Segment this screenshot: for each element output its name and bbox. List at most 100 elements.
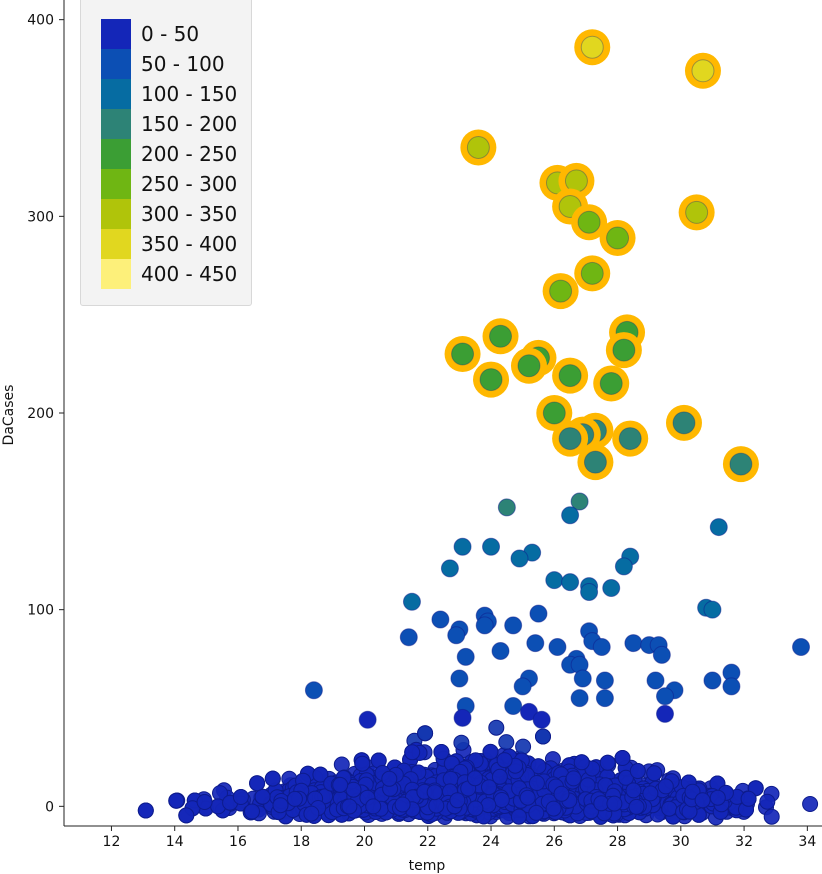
- data-point: [272, 797, 289, 814]
- y-axis-title: DaCases: [1, 385, 17, 446]
- x-tick-label: 30: [672, 834, 690, 850]
- data-point: [354, 755, 371, 772]
- data-point: [532, 710, 551, 729]
- y-axis-ticks: 0 100 200 300 400: [27, 13, 64, 815]
- data-point: [625, 782, 642, 799]
- data-point: [433, 744, 450, 760]
- data-point: [549, 279, 573, 303]
- data-point: [759, 793, 776, 810]
- dense-points-cluster: [137, 719, 819, 826]
- data-point: [510, 808, 527, 825]
- y-tick-label: 400: [27, 13, 54, 29]
- data-point: [526, 634, 545, 653]
- legend-item: 100 - 150: [101, 79, 237, 109]
- x-tick-label: 26: [545, 834, 563, 850]
- data-point: [426, 784, 443, 801]
- data-point: [624, 634, 643, 653]
- data-point: [510, 549, 529, 568]
- y-tick-label: 100: [27, 603, 54, 619]
- data-point: [491, 768, 508, 785]
- legend-label: 400 - 450: [141, 262, 238, 286]
- data-point: [528, 804, 545, 821]
- legend-label: 300 - 350: [141, 202, 238, 226]
- data-point: [685, 200, 709, 224]
- data-point: [244, 803, 260, 820]
- data-point: [517, 354, 541, 378]
- data-point: [332, 776, 349, 793]
- data-point: [656, 704, 675, 723]
- data-point: [428, 797, 445, 814]
- data-point: [646, 765, 663, 782]
- data-point: [466, 136, 490, 159]
- data-point: [570, 689, 589, 708]
- data-point: [614, 750, 631, 766]
- data-point: [232, 789, 249, 805]
- data-point: [530, 758, 547, 775]
- x-axis-title: temp: [409, 858, 446, 874]
- data-point: [467, 800, 484, 817]
- data-point: [467, 770, 483, 787]
- x-tick-label: 14: [166, 834, 184, 850]
- data-point: [661, 800, 678, 817]
- data-point: [657, 778, 674, 795]
- data-point: [618, 427, 642, 451]
- legend-label: 150 - 200: [141, 112, 238, 136]
- scatter-points: [304, 29, 811, 729]
- data-point: [580, 261, 604, 285]
- data-point: [606, 226, 630, 250]
- data-point: [545, 571, 564, 590]
- data-point: [304, 681, 323, 700]
- legend-swatch: [101, 259, 131, 289]
- data-point: [475, 616, 494, 635]
- legend-label: 200 - 250: [141, 142, 238, 166]
- data-point: [529, 604, 548, 623]
- x-tick-label: 12: [103, 834, 121, 850]
- legend-swatch: [101, 139, 131, 169]
- data-point: [722, 677, 741, 696]
- data-point: [137, 802, 154, 819]
- data-point: [399, 628, 418, 647]
- data-point: [703, 600, 722, 619]
- data-point: [542, 401, 566, 425]
- legend-swatch: [101, 169, 131, 199]
- data-point: [264, 770, 281, 787]
- legend: 0 - 50 50 - 100 100 - 150 150 - 200 200 - 25…: [80, 0, 252, 306]
- legend-label: 250 - 300: [141, 172, 238, 196]
- legend-swatch: [101, 19, 131, 49]
- data-point: [628, 798, 645, 815]
- data-point: [740, 790, 757, 807]
- legend-item: 150 - 200: [101, 109, 237, 139]
- legend-item: 350 - 400: [101, 229, 237, 259]
- data-point: [558, 427, 582, 451]
- x-tick-label: 22: [419, 834, 437, 850]
- data-point: [792, 638, 811, 657]
- data-point: [497, 498, 516, 517]
- data-point: [652, 645, 671, 664]
- data-point: [447, 626, 466, 645]
- data-point: [595, 671, 614, 690]
- legend-item: 0 - 50: [101, 19, 199, 49]
- data-point: [504, 616, 523, 635]
- data-point: [709, 789, 726, 806]
- x-tick-label: 18: [292, 834, 310, 850]
- x-tick-label: 24: [482, 834, 500, 850]
- data-point: [545, 800, 562, 817]
- x-tick-label: 28: [609, 834, 627, 850]
- data-point: [513, 677, 532, 696]
- data-point: [583, 450, 607, 474]
- legend-swatch: [101, 109, 131, 139]
- data-point: [595, 689, 614, 708]
- data-point: [602, 579, 621, 598]
- data-point: [565, 770, 582, 787]
- data-point: [381, 770, 398, 787]
- legend-item: 250 - 300: [101, 169, 237, 199]
- legend-label: 50 - 100: [141, 52, 225, 76]
- data-point: [614, 557, 633, 576]
- data-point: [312, 766, 329, 783]
- x-axis-ticks: 12 14 16 18 20 22 24 26 28 30 32 34: [103, 826, 816, 850]
- data-point: [694, 792, 711, 809]
- data-point: [493, 792, 510, 808]
- data-point: [481, 779, 497, 796]
- data-point: [453, 708, 472, 727]
- data-point: [450, 669, 469, 688]
